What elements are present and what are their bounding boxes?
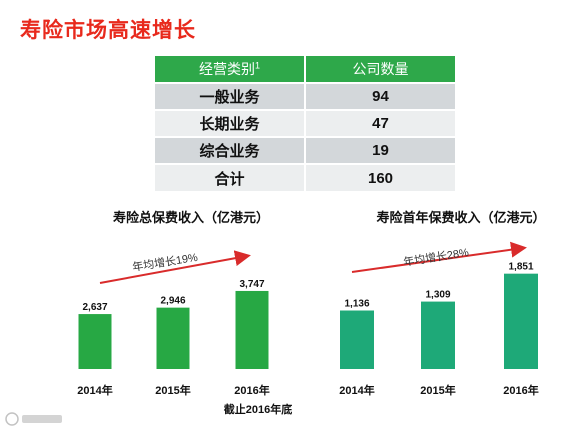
table-header-count: 公司数量 bbox=[305, 56, 455, 83]
table-cell-category: 合计 bbox=[155, 163, 306, 191]
data-label: 2,637 bbox=[82, 302, 107, 313]
watermark-logo-icon bbox=[5, 412, 62, 426]
data-label: 1,136 bbox=[344, 298, 369, 309]
x-tick-label: 2016年 bbox=[234, 383, 269, 397]
footnote: 截止2016年底 bbox=[224, 402, 292, 416]
table-cell-category: 一般业务 bbox=[155, 82, 306, 110]
bar bbox=[340, 310, 374, 369]
table-cell-count: 19 bbox=[305, 136, 455, 164]
data-label: 1,851 bbox=[508, 262, 533, 273]
x-tick-label: 2015年 bbox=[420, 383, 455, 397]
x-tick-label: 2016年 bbox=[503, 383, 538, 397]
growth-arrow bbox=[99, 250, 251, 284]
table-cell-category: 长期业务 bbox=[155, 109, 306, 137]
table-header-row: 经营类别1 公司数量 bbox=[155, 56, 455, 83]
bar bbox=[78, 314, 112, 369]
table-row: 综合业务 19 bbox=[155, 136, 455, 164]
table-header-category: 经营类别1 bbox=[155, 56, 306, 83]
x-tick-label: 2015年 bbox=[155, 383, 190, 397]
table-row: 一般业务 94 bbox=[155, 82, 455, 110]
table-cell-count: 160 bbox=[305, 163, 455, 191]
growth-annotation: 年均增长28% bbox=[402, 245, 470, 269]
table-cell-category: 综合业务 bbox=[155, 136, 306, 164]
data-label: 3,747 bbox=[239, 279, 264, 290]
x-tick-label: 2014年 bbox=[77, 383, 112, 397]
chart-title: 寿险总保费收入（亿港元） bbox=[113, 210, 269, 225]
data-label: 2,946 bbox=[160, 296, 185, 307]
bar bbox=[504, 273, 538, 369]
chart-title: 寿险首年保费收入（亿港元） bbox=[376, 210, 545, 225]
table-row: 长期业务 47 bbox=[155, 109, 455, 137]
growth-arrow bbox=[351, 241, 527, 273]
bar bbox=[235, 290, 269, 369]
bar bbox=[421, 301, 455, 369]
business-category-table: 经营类别1 公司数量 一般业务 94 长期业务 47 综合业务 19 合计 16… bbox=[155, 56, 455, 191]
x-tick-label: 2014年 bbox=[339, 383, 374, 397]
data-label: 1,309 bbox=[425, 290, 450, 301]
table-cell-count: 47 bbox=[305, 109, 455, 137]
page-title: 寿险市场高速增长 bbox=[20, 19, 196, 42]
table-row: 合计 160 bbox=[155, 163, 455, 191]
bar bbox=[156, 307, 190, 369]
table-cell-count: 94 bbox=[305, 82, 455, 110]
